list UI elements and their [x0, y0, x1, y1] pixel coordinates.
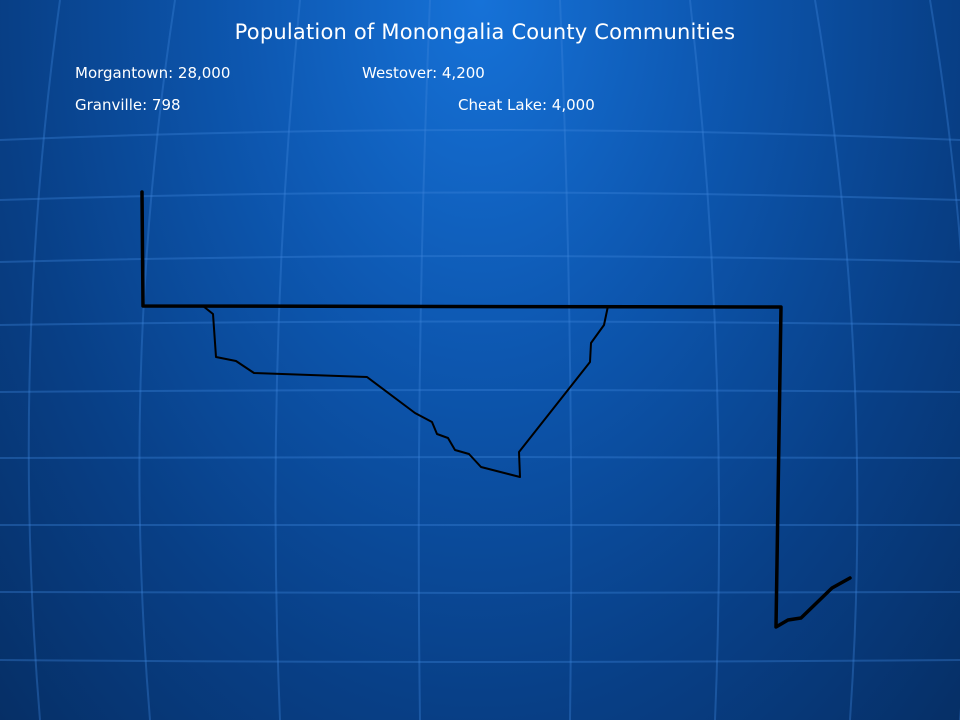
morgantown-population: Morgantown: 28,000	[75, 64, 231, 82]
county-inner-boundary	[202, 305, 609, 478]
granville-population: Granville: 798	[75, 96, 181, 114]
westover-population: Westover: 4,200	[362, 64, 485, 82]
cheat-lake-population: Cheat Lake: 4,000	[458, 96, 595, 114]
page-title: Population of Monongalia County Communit…	[234, 20, 736, 44]
county-outer-boundary	[140, 190, 852, 629]
